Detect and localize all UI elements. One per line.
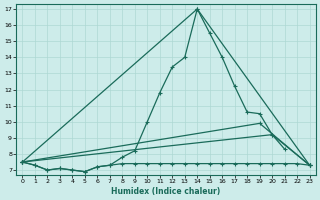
X-axis label: Humidex (Indice chaleur): Humidex (Indice chaleur): [111, 187, 221, 196]
